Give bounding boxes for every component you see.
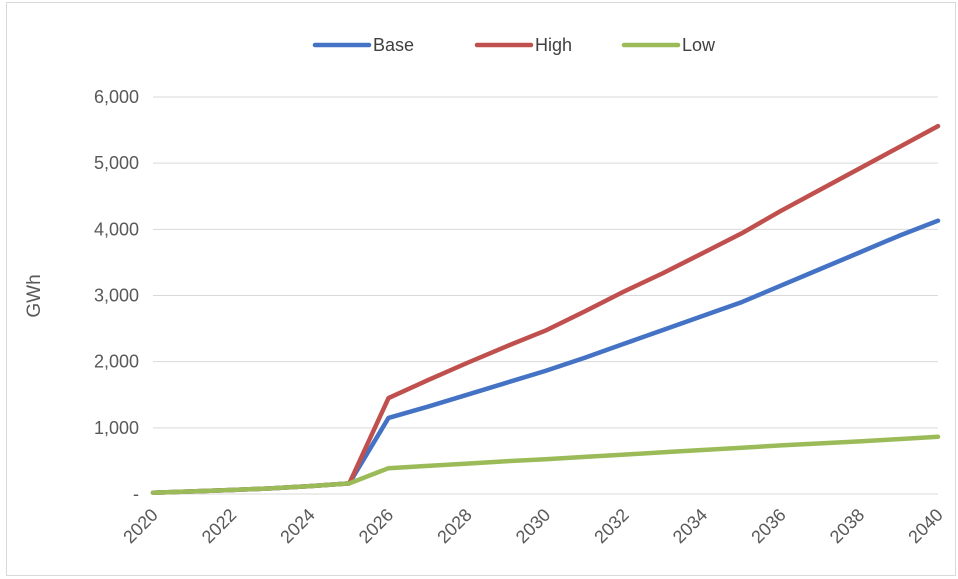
y-tick-label: 5,000 xyxy=(94,153,139,173)
y-tick-label: 2,000 xyxy=(94,352,139,372)
gridlines xyxy=(153,96,938,429)
x-tick-label: 2036 xyxy=(747,505,789,547)
x-tick-label: 2034 xyxy=(669,505,711,547)
series-lines xyxy=(150,123,941,495)
x-tick-label: 2026 xyxy=(355,505,397,547)
legend-label-base: Base xyxy=(373,35,414,55)
chart-frame xyxy=(6,2,956,576)
x-tick-label: 2030 xyxy=(512,505,554,547)
y-tick-label: 4,000 xyxy=(94,219,139,239)
y-tick-label: - xyxy=(133,484,139,504)
x-tick-label: 2022 xyxy=(198,505,240,547)
x-axis-tick-labels: 2020 2022 2024 2026 2028 2030 2032 2034 2036 2038… xyxy=(119,505,946,547)
x-tick-label: 2040 xyxy=(904,505,946,547)
y-tick-label: 6,000 xyxy=(94,87,139,107)
x-tick-label: 2024 xyxy=(276,505,318,547)
legend: Base High Low xyxy=(312,35,716,55)
legend-label-low: Low xyxy=(682,35,716,55)
series-line-base xyxy=(150,218,941,495)
x-tick-label: 2028 xyxy=(433,505,475,547)
x-tick-label: 2032 xyxy=(590,505,632,547)
x-tick-label: 2038 xyxy=(826,505,868,547)
x-tick-label: 2020 xyxy=(119,505,161,547)
series-line-high xyxy=(150,123,941,495)
series-line-low xyxy=(150,434,941,495)
y-axis-tick-labels: - 1,000 2,000 3,000 4,000 5,000 6,000 xyxy=(94,87,139,504)
legend-label-high: High xyxy=(535,35,572,55)
y-tick-label: 3,000 xyxy=(94,286,139,306)
y-axis-title: GWh xyxy=(24,274,45,317)
y-tick-label: 1,000 xyxy=(94,418,139,438)
